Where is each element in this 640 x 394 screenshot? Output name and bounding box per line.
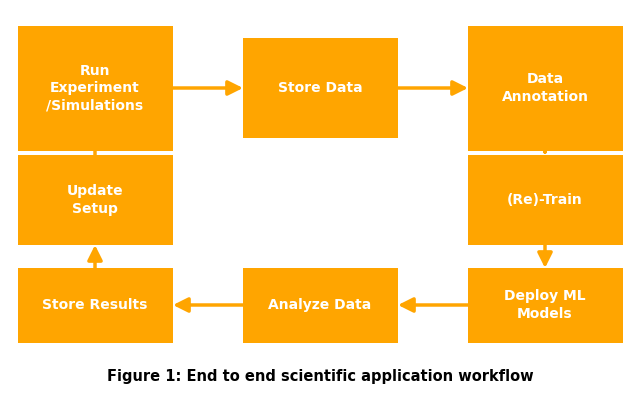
FancyBboxPatch shape [17,268,173,342]
FancyBboxPatch shape [17,155,173,245]
FancyBboxPatch shape [17,26,173,151]
Text: (Re)-Train: (Re)-Train [507,193,583,207]
FancyBboxPatch shape [467,26,623,151]
Text: Figure 1: End to end scientific application workflow: Figure 1: End to end scientific applicat… [107,369,533,384]
Text: Deploy ML
Models: Deploy ML Models [504,289,586,321]
Text: Analyze Data: Analyze Data [268,298,372,312]
Text: Store Data: Store Data [278,81,362,95]
FancyBboxPatch shape [243,268,397,342]
FancyBboxPatch shape [243,38,397,138]
Text: Store Results: Store Results [42,298,148,312]
Text: Update
Setup: Update Setup [67,184,124,216]
Text: Run
Experiment
/Simulations: Run Experiment /Simulations [47,64,143,112]
FancyBboxPatch shape [467,268,623,342]
Text: Data
Annotation: Data Annotation [502,72,589,104]
FancyBboxPatch shape [467,155,623,245]
